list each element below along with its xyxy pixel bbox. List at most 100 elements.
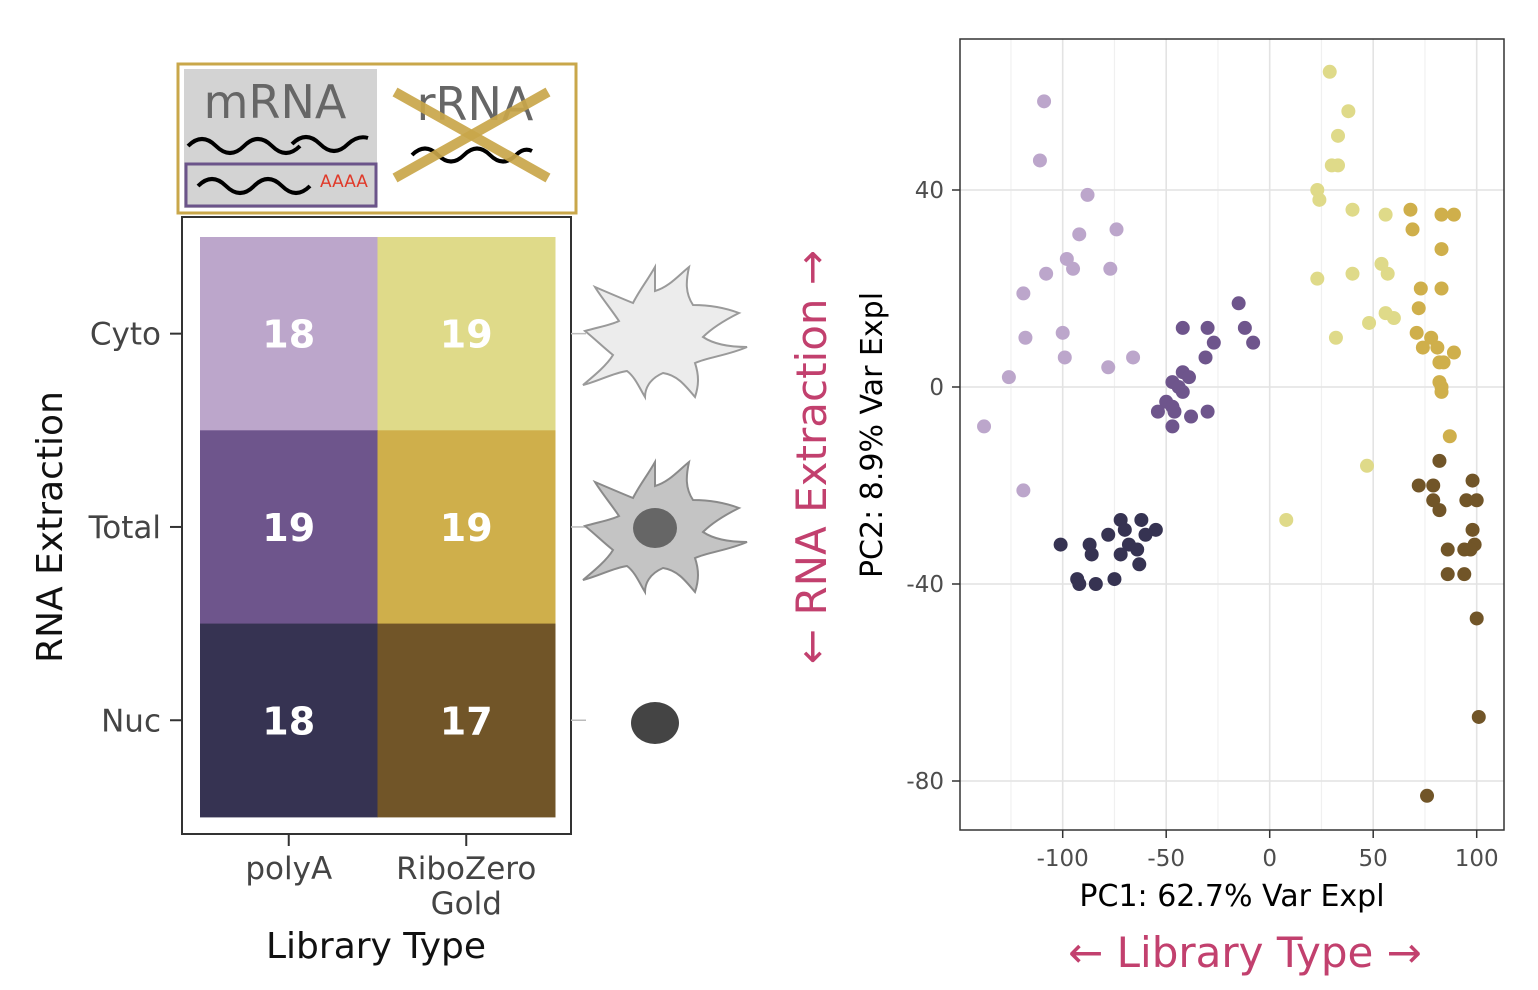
scatter-point bbox=[1167, 404, 1182, 419]
scatter-point bbox=[1434, 207, 1449, 222]
scatter-point bbox=[1109, 222, 1124, 237]
scatter-x-tick-label: 0 bbox=[1262, 846, 1277, 872]
scatter-point bbox=[1016, 286, 1031, 301]
heatmap-cell-label: 19 bbox=[262, 506, 315, 550]
scatter-point bbox=[1088, 577, 1103, 591]
scatter-point bbox=[1130, 542, 1145, 557]
scatter-point bbox=[1072, 227, 1087, 242]
heatmap-x-tick-label: polyA bbox=[245, 851, 332, 887]
scatter-x-tick-label: -50 bbox=[1147, 846, 1185, 872]
scatter-panel-border bbox=[959, 38, 1505, 831]
scatter-point bbox=[1037, 94, 1052, 109]
polya-selection-box bbox=[184, 162, 378, 208]
scatter-x-tick-label: 100 bbox=[1455, 846, 1499, 872]
heatmap-chart: 18 19 19 19 18 17 Cyto Total Nuc polyA RiboZero G… bbox=[30, 216, 586, 967]
scatter-y-tick-label: 40 bbox=[915, 178, 944, 204]
scatter-y-axis: 40 0 -40 -80 bbox=[906, 178, 960, 795]
scatter-point bbox=[1150, 404, 1165, 419]
scatter-point bbox=[1175, 384, 1190, 399]
scatter-y-tick-label: -40 bbox=[906, 572, 944, 598]
scatter-point bbox=[1198, 350, 1213, 365]
scatter-point bbox=[1409, 325, 1424, 340]
scatter-point bbox=[1465, 473, 1480, 488]
scatter-point bbox=[1434, 384, 1449, 399]
scatter-point bbox=[1430, 340, 1445, 355]
scatter-x-axis-title: PC1: 62.7% Var Expl bbox=[1079, 879, 1384, 914]
scatter-point bbox=[1440, 567, 1455, 582]
scatter-point bbox=[1016, 483, 1031, 498]
heatmap-y-tick-label: Total bbox=[88, 510, 161, 546]
scatter-point bbox=[1341, 104, 1356, 119]
scatter-point bbox=[1138, 527, 1153, 542]
heatmap-cell bbox=[377, 430, 556, 625]
scatter-point bbox=[1184, 409, 1199, 424]
scatter-point bbox=[1459, 493, 1474, 508]
scatter-point bbox=[1039, 266, 1054, 281]
scatter-point bbox=[1126, 350, 1141, 365]
scatter-point bbox=[1165, 419, 1180, 434]
rrna-label: rRNA bbox=[417, 77, 534, 131]
scatter-y-tick-label: -80 bbox=[906, 769, 944, 795]
cytoplasm-cell-icon bbox=[582, 263, 748, 401]
heatmap-x-axis-title: Library Type bbox=[266, 926, 486, 967]
heatmap-cell-label: 19 bbox=[440, 506, 493, 550]
scatter-point bbox=[1465, 522, 1480, 537]
scatter-point bbox=[1457, 567, 1472, 582]
scatter-point bbox=[1032, 153, 1047, 168]
scatter-point bbox=[1322, 64, 1337, 79]
scatter-point bbox=[1446, 207, 1461, 222]
scatter-x-axis: -100 -50 0 50 100 bbox=[1037, 830, 1499, 872]
scatter-point bbox=[1378, 207, 1393, 222]
polya-tail-label: AAAA bbox=[320, 172, 368, 192]
scatter-point bbox=[1420, 788, 1435, 803]
scatter-point bbox=[1331, 128, 1346, 143]
scatter-point bbox=[1001, 370, 1016, 385]
scatter-point bbox=[977, 419, 992, 434]
heatmap-y-axis: Cyto Total Nuc bbox=[88, 317, 586, 739]
scatter-point bbox=[1405, 222, 1420, 237]
scatter-point bbox=[1206, 335, 1221, 350]
scatter-point bbox=[1413, 281, 1428, 296]
heatmap-x-axis: polyA RiboZero Gold bbox=[245, 834, 536, 922]
scatter-point bbox=[1432, 503, 1447, 518]
scatter-point bbox=[1469, 493, 1484, 508]
scatter-point bbox=[1426, 478, 1441, 493]
scatter-point bbox=[1440, 542, 1455, 557]
heatmap-cell-label: 17 bbox=[440, 699, 493, 743]
scatter-point bbox=[1055, 325, 1070, 340]
scatter-point bbox=[1057, 350, 1072, 365]
mrna-strand-icon bbox=[290, 135, 369, 153]
heatmap-cell-label: 18 bbox=[262, 313, 315, 357]
heatmap-y-axis-title: RNA Extraction bbox=[30, 391, 71, 663]
scatter-point bbox=[1231, 296, 1246, 311]
scatter-point bbox=[1246, 335, 1261, 350]
scatter-point bbox=[1175, 320, 1190, 335]
heatmap-cell bbox=[200, 430, 378, 625]
scatter-points bbox=[977, 64, 1486, 803]
scatter-y-tick-label: 0 bbox=[929, 375, 944, 401]
scatter-point bbox=[1066, 261, 1081, 276]
scatter-point bbox=[1200, 404, 1215, 419]
scatter-point bbox=[1324, 158, 1339, 173]
scatter-point bbox=[1415, 340, 1430, 355]
scatter-point bbox=[1181, 370, 1196, 385]
scatter-point bbox=[1436, 355, 1451, 370]
heatmap-cell-label: 19 bbox=[440, 313, 493, 357]
scatter-panel-background bbox=[960, 39, 1504, 830]
scatter-point bbox=[1403, 202, 1418, 217]
heatmap-y-tick-label: Nuc bbox=[101, 703, 161, 739]
scatter-grid bbox=[960, 39, 1504, 830]
heatmap-y-tick-label: Cyto bbox=[90, 317, 161, 353]
library-type-legend: mRNA AAAA rRNA bbox=[176, 62, 578, 215]
pca-scatter-chart: -100 -50 0 50 100 40 0 -40 -80 PC1: 62.7% Var E… bbox=[855, 38, 1505, 914]
scatter-point bbox=[1237, 320, 1252, 335]
scatter-point bbox=[1432, 453, 1447, 468]
scatter-point bbox=[1080, 187, 1095, 202]
scatter-point bbox=[1345, 266, 1360, 281]
scatter-point bbox=[1411, 301, 1426, 316]
scatter-point bbox=[1310, 271, 1325, 286]
heatmap-cell-label: 18 bbox=[262, 699, 315, 743]
library-type-arrow-label: ← Library Type → bbox=[1068, 928, 1422, 977]
scatter-point bbox=[1101, 360, 1116, 375]
